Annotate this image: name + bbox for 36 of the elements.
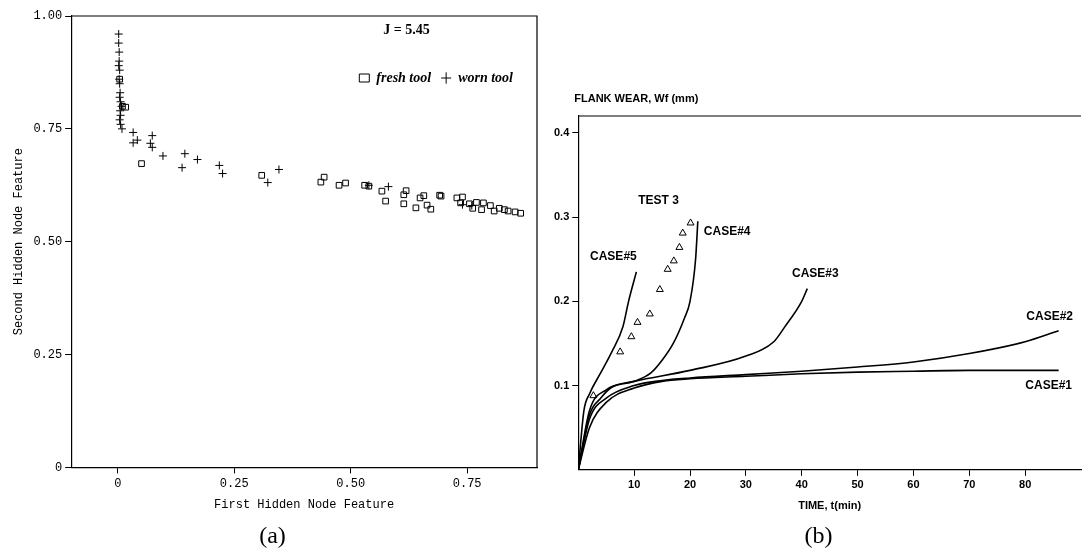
x-tick-label: 50 <box>851 478 864 491</box>
x-tick-label: 30 <box>739 478 752 491</box>
x-tick-label: 20 <box>683 478 697 491</box>
legend-label: worn tool <box>458 69 514 85</box>
series-label: TEST 3 <box>638 193 680 208</box>
series-label: CASE#1 <box>1025 377 1073 392</box>
series-label: CASE#5 <box>590 249 638 264</box>
y-tick-label: 1.00 <box>33 9 63 24</box>
y-tick-label: 0.50 <box>33 234 63 249</box>
x-axis-title: TIME, t(min) <box>798 498 862 511</box>
annotation: J = 5.45 <box>383 21 430 37</box>
series-label: CASE#4 <box>703 223 751 238</box>
x-axis-title: First Hidden Node Feature <box>214 498 395 513</box>
y-axis-title: Second Hidden Node Feature <box>12 148 27 336</box>
x-tick-label: 0.75 <box>452 476 482 491</box>
legend-label: fresh tool <box>376 69 432 85</box>
text: (b) <box>804 521 833 548</box>
series-label: CASE#2 <box>1026 309 1074 324</box>
x-tick-label: 40 <box>795 478 808 491</box>
y-tick-label: 0.3 <box>553 210 570 223</box>
x-tick-label: 0 <box>114 476 122 491</box>
y-tick-label: 0.1 <box>553 378 570 391</box>
x-tick-label: 80 <box>1019 478 1032 491</box>
x-tick-label: 0.25 <box>219 476 249 491</box>
x-tick-label: 0.50 <box>336 476 366 491</box>
x-tick-label: 70 <box>963 478 976 491</box>
text: (a) <box>259 521 286 548</box>
y-tick-label: 0.2 <box>553 294 570 307</box>
y-tick-label: 0.75 <box>33 122 63 137</box>
y-axis-title: FLANK WEAR, Wf (mm) <box>574 91 699 104</box>
y-tick-label: 0 <box>55 460 63 475</box>
series-label: CASE#3 <box>791 266 839 280</box>
x-tick-label: 60 <box>907 478 920 491</box>
x-tick-label: 10 <box>628 478 641 491</box>
y-tick-label: 0.25 <box>33 347 63 362</box>
y-tick-label: 0.4 <box>553 125 571 138</box>
